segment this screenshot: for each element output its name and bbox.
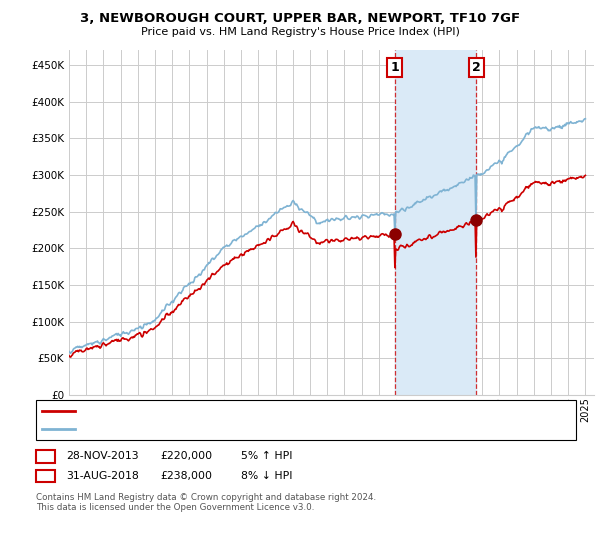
Text: 3, NEWBOROUGH COURT, UPPER BAR, NEWPORT, TF10 7GF (detached house): 3, NEWBOROUGH COURT, UPPER BAR, NEWPORT,…	[80, 407, 468, 417]
Text: £238,000: £238,000	[160, 471, 212, 481]
Text: 5% ↑ HPI: 5% ↑ HPI	[241, 451, 293, 461]
Text: 2: 2	[472, 61, 481, 74]
Text: 31-AUG-2018: 31-AUG-2018	[66, 471, 139, 481]
Text: 1: 1	[390, 61, 399, 74]
Text: 8% ↓ HPI: 8% ↓ HPI	[241, 471, 293, 481]
Text: 1: 1	[42, 451, 49, 461]
Text: 2: 2	[42, 471, 49, 481]
Text: HPI: Average price, detached house, Telford and Wrekin: HPI: Average price, detached house, Telf…	[80, 423, 357, 433]
Text: £220,000: £220,000	[160, 451, 212, 461]
Text: Contains HM Land Registry data © Crown copyright and database right 2024.
This d: Contains HM Land Registry data © Crown c…	[36, 493, 376, 512]
Text: 28-NOV-2013: 28-NOV-2013	[66, 451, 139, 461]
Bar	[395, 50, 476, 395]
Text: Price paid vs. HM Land Registry's House Price Index (HPI): Price paid vs. HM Land Registry's House …	[140, 27, 460, 37]
Text: 3, NEWBOROUGH COURT, UPPER BAR, NEWPORT, TF10 7GF: 3, NEWBOROUGH COURT, UPPER BAR, NEWPORT,…	[80, 12, 520, 25]
